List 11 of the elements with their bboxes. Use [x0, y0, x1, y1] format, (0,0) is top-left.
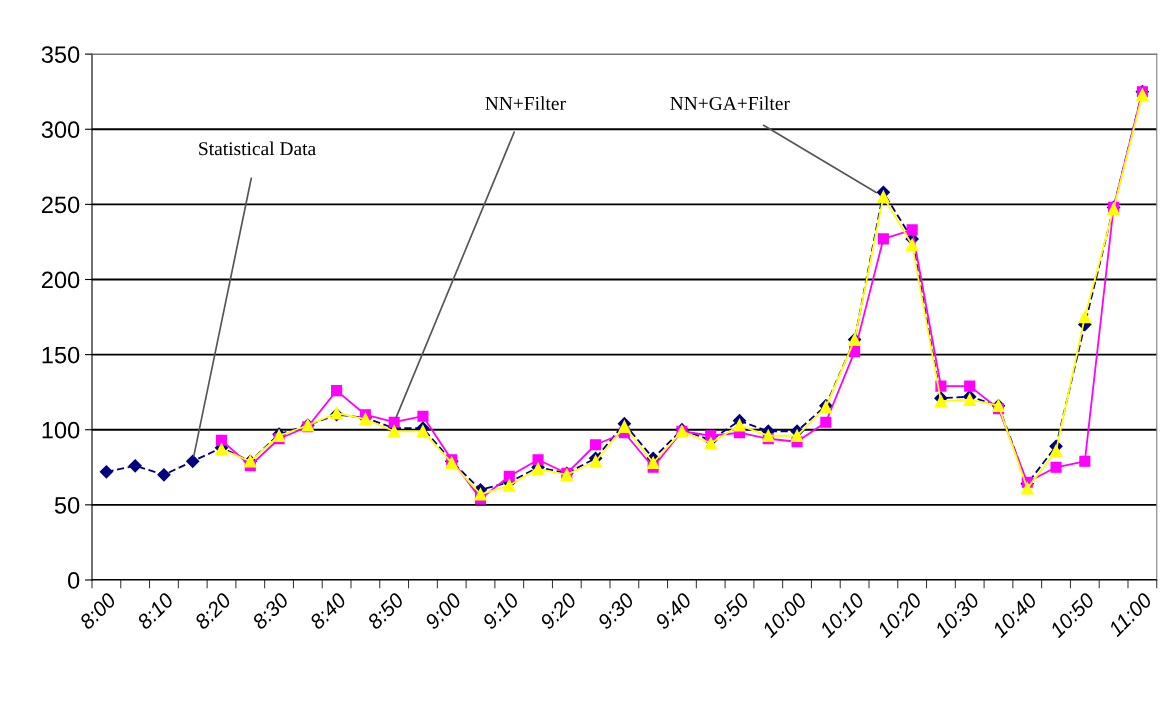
y-tick-label: 250 [41, 196, 80, 214]
text: Statistical Data [199, 141, 316, 156]
y-tick-label: 200 [41, 271, 80, 289]
y-tick-label: 0 [67, 572, 80, 589]
text: NN+Filter [485, 96, 566, 111]
y-tick-label: 100 [42, 421, 80, 439]
text: NN+GA+Filter [670, 96, 790, 111]
y-tick-label: 300 [41, 121, 80, 139]
y-tick-label: 150 [42, 346, 80, 364]
y-tick-label: 350 [41, 46, 80, 63]
y-tick-label: 50 [54, 496, 80, 514]
